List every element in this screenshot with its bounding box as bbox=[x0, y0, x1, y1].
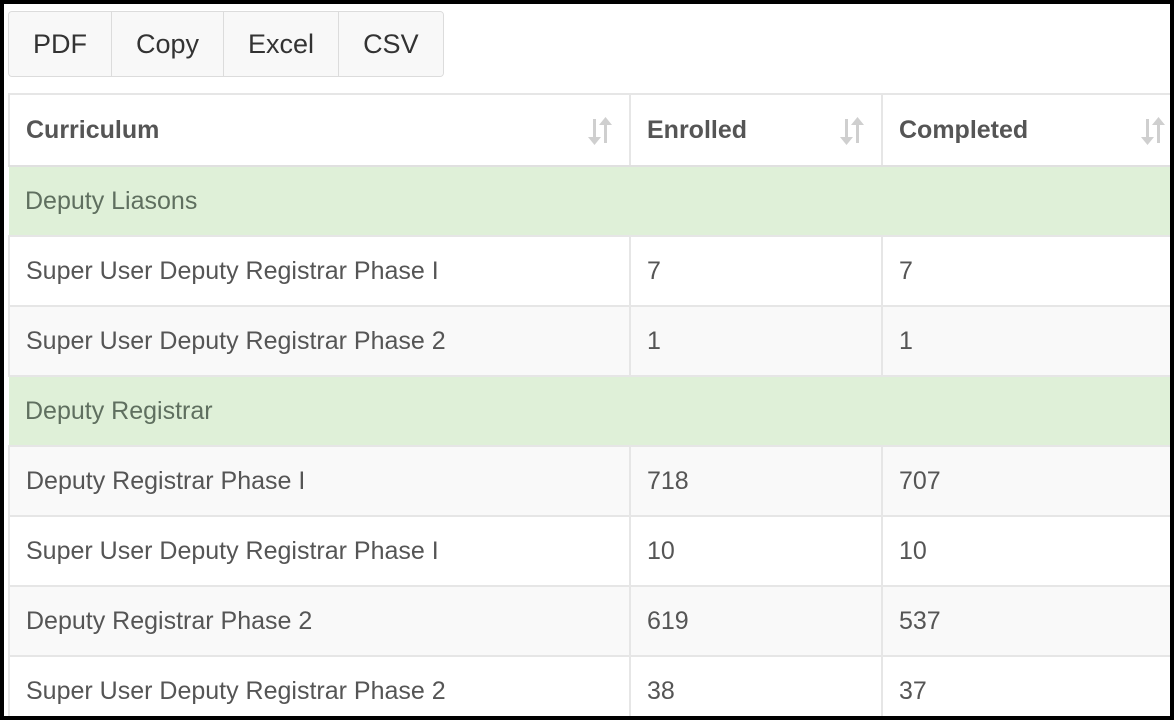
table-row: Deputy Registrar Phase 2 619 537 bbox=[8, 585, 1170, 657]
group-row: Deputy Registrar bbox=[9, 375, 1170, 447]
column-label: Curriculum bbox=[26, 115, 160, 144]
excel-button[interactable]: Excel bbox=[224, 12, 340, 76]
export-toolbar: PDF Copy Excel CSV bbox=[8, 11, 444, 77]
cell-curriculum: Super User Deputy Registrar Phase 2 bbox=[8, 305, 631, 377]
cell-completed: 10 bbox=[881, 515, 1170, 587]
cell-enrolled: 1 bbox=[629, 305, 883, 377]
group-row: Deputy Liasons bbox=[9, 165, 1170, 237]
table-header-row: Curriculum Enrolled bbox=[8, 93, 1170, 167]
report-frame: PDF Copy Excel CSV Curriculum bbox=[4, 4, 1170, 716]
cell-enrolled: 718 bbox=[629, 445, 883, 517]
cell-completed: 707 bbox=[881, 445, 1170, 517]
column-header-completed[interactable]: Completed bbox=[881, 93, 1170, 167]
cell-enrolled: 10 bbox=[629, 515, 883, 587]
csv-button[interactable]: CSV bbox=[339, 12, 443, 76]
cell-curriculum: Deputy Registrar Phase 2 bbox=[8, 585, 631, 657]
cell-enrolled: 619 bbox=[629, 585, 883, 657]
group-label: Deputy Liasons bbox=[9, 165, 1170, 237]
table-row: Deputy Registrar Phase I 718 707 bbox=[8, 445, 1170, 517]
cell-curriculum: Super User Deputy Registrar Phase I bbox=[8, 235, 631, 307]
table-row: Super User Deputy Registrar Phase I 7 7 bbox=[8, 235, 1170, 307]
column-header-curriculum[interactable]: Curriculum bbox=[8, 93, 631, 167]
pdf-button[interactable]: PDF bbox=[9, 12, 112, 76]
cell-curriculum: Super User Deputy Registrar Phase 2 bbox=[8, 655, 631, 716]
cell-completed: 1 bbox=[881, 305, 1170, 377]
sort-both-icon[interactable] bbox=[839, 115, 865, 147]
sort-both-icon[interactable] bbox=[587, 115, 613, 147]
column-header-enrolled[interactable]: Enrolled bbox=[629, 93, 883, 167]
cell-enrolled: 38 bbox=[629, 655, 883, 716]
curriculum-table: Curriculum Enrolled bbox=[8, 93, 1170, 716]
table-row: Super User Deputy Registrar Phase 2 1 1 bbox=[8, 305, 1170, 377]
column-label: Completed bbox=[899, 115, 1029, 144]
sort-both-icon[interactable] bbox=[1140, 115, 1166, 147]
copy-button[interactable]: Copy bbox=[112, 12, 225, 76]
table-row: Super User Deputy Registrar Phase I 10 1… bbox=[8, 515, 1170, 587]
cell-completed: 37 bbox=[881, 655, 1170, 716]
group-label: Deputy Registrar bbox=[9, 375, 1170, 447]
cell-curriculum: Deputy Registrar Phase I bbox=[8, 445, 631, 517]
cell-curriculum: Super User Deputy Registrar Phase I bbox=[8, 515, 631, 587]
cell-completed: 7 bbox=[881, 235, 1170, 307]
table-row: Super User Deputy Registrar Phase 2 38 3… bbox=[8, 655, 1170, 716]
column-label: Enrolled bbox=[647, 115, 748, 144]
cell-completed: 537 bbox=[881, 585, 1170, 657]
cell-enrolled: 7 bbox=[629, 235, 883, 307]
